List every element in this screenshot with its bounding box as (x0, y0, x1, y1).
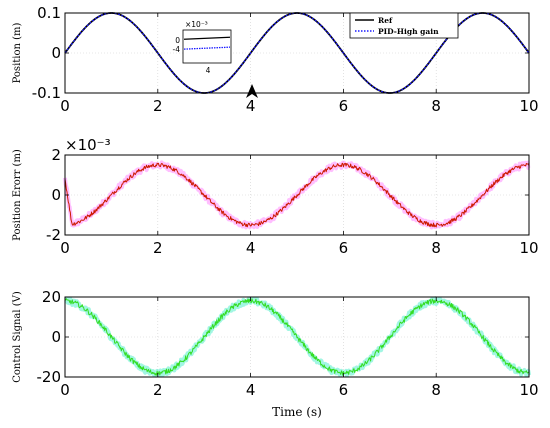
x-tick-label: 0 (60, 239, 70, 257)
y-tick-label: 20 (42, 288, 61, 306)
x-tick-label: 10 (519, 97, 538, 115)
inset-ytick-label: 0 (175, 36, 180, 45)
y-tick-label: -2 (46, 226, 61, 244)
y-tick-label: -20 (37, 368, 62, 386)
y-tick-label: 0.1 (37, 4, 61, 22)
series-line (64, 298, 530, 376)
x-tick-label: 0 (60, 97, 70, 115)
series-line (64, 162, 530, 228)
x-tick-label: 2 (153, 97, 163, 115)
inset-ref-line (183, 36, 231, 40)
series-group (63, 296, 531, 378)
legend: Ref PID-High gain (349, 12, 459, 39)
inset-xtick-label: 4 (206, 66, 211, 75)
position-panel: 0 2 4 6 8 10-0.100.1 Position (m) Ref PID-Hig… (12, 4, 539, 115)
x-tick-label: 8 (431, 381, 441, 399)
x-tick-label: 4 (246, 97, 256, 115)
x-tick-label: 10 (519, 381, 538, 399)
position-error-panel: 0 2 4 6 8 10-202 ×10⁻³ Position Erorr (m) (12, 136, 539, 257)
y-tick-label: 0 (51, 186, 61, 204)
y-tick-label: 0 (51, 328, 61, 346)
x-tick-label: 6 (339, 97, 349, 115)
legend-ref-label: Ref (378, 16, 393, 25)
inset-plot-area (182, 29, 232, 64)
series-envelope (63, 160, 531, 230)
x-tick-label: 4 (246, 381, 256, 399)
inset-pid-line (183, 46, 231, 50)
series-group (63, 160, 531, 230)
inset-ytick-label: -4 (173, 45, 181, 54)
x-tick-label: 0 (60, 381, 70, 399)
y-axis-exponent: ×10⁻³ (65, 136, 111, 154)
x-tick-label: 4 (246, 239, 256, 257)
x-tick-label: 2 (153, 239, 163, 257)
x-tick-label: 6 (339, 239, 349, 257)
x-tick-label: 2 (153, 381, 163, 399)
x-tick-label: 6 (339, 381, 349, 399)
x-tick-label: 8 (431, 97, 441, 115)
y-axis-label: Position Erorr (m) (12, 149, 23, 241)
y-tick-label: 0 (51, 44, 61, 62)
y-axis-label: Position (m) (12, 23, 23, 84)
zoom-arrow-marker (246, 84, 258, 98)
legend-pid-label: PID-High gain (378, 27, 439, 36)
tick-group: 0 2 4 6 8 10-202 (46, 146, 539, 257)
inset-exponent: ×10⁻³ (185, 20, 208, 29)
y-tick-label: 2 (51, 146, 61, 164)
x-tick-label: 10 (519, 239, 538, 257)
x-tick-label: 8 (431, 239, 441, 257)
inset-axes: ×10⁻³ 0 -4 4 (173, 20, 232, 75)
x-axis-label: Time (s) (272, 405, 322, 419)
y-axis-label: Control Signal (V) (12, 291, 23, 383)
tick-group: 0 2 4 6 8 10-0.100.1 (32, 4, 539, 115)
y-tick-label: -0.1 (32, 84, 61, 102)
legend-box (349, 12, 459, 39)
